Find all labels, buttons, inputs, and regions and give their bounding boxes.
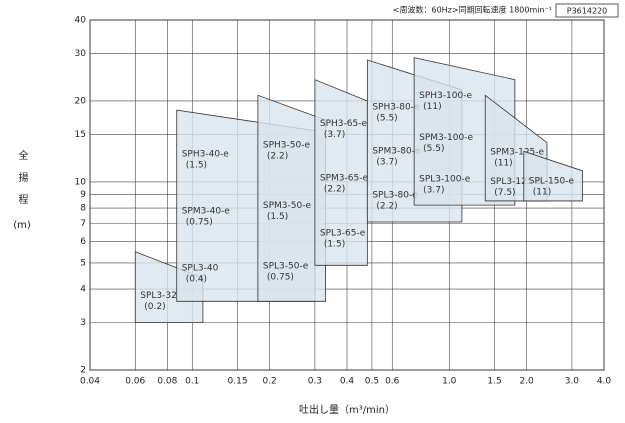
y-tick-label: 7 [80, 219, 86, 229]
region-power: (11) [494, 159, 512, 169]
region-name: SPM3-80-e [372, 146, 421, 156]
region-name: SPH3-100-e [419, 91, 472, 101]
region-name: SPM3-125-e [490, 148, 544, 158]
region-power: (5.5) [376, 113, 397, 123]
region-power: (0.75) [267, 273, 294, 283]
region-power: (1.5) [324, 239, 345, 249]
region-power: (0.2) [144, 302, 165, 312]
x-tick-label: 3.0 [565, 377, 580, 387]
x-tick-label: 0.3 [308, 377, 322, 387]
y-tick-label: 3 [80, 318, 86, 328]
x-tick-label: 1.5 [487, 377, 501, 387]
region-power: (3.7) [376, 157, 397, 167]
y-tick-label: 30 [75, 49, 87, 59]
region-power: (2.2) [324, 185, 345, 195]
region-power: (11) [423, 102, 441, 112]
x-axis-label: 吐出し量（m³/min） [299, 403, 395, 416]
y-tick-label: 9 [80, 190, 86, 200]
x-tick-label: 0.1 [185, 377, 199, 387]
region-name: SPH3-50-e [263, 141, 311, 151]
y-axis-unit: (m) [13, 220, 31, 231]
code-box [555, 3, 619, 18]
region-name: SPL3-65-e [320, 228, 366, 238]
region-name: SPL3-100-e [419, 175, 471, 185]
y-tick-label: 15 [75, 130, 86, 140]
region-power: (0.4) [186, 274, 207, 284]
region-name: SPL3-32 [140, 291, 177, 301]
region-name: SPH3-40-e [182, 150, 230, 160]
x-tick-label: 1.0 [442, 377, 457, 387]
region-power: (7.5) [494, 188, 515, 198]
region-power: (2.2) [376, 201, 397, 211]
y-tick-label: 5 [80, 258, 86, 268]
region-power: (11) [533, 187, 551, 197]
region-name: SPM3-100-e [419, 133, 473, 143]
region-name: SPL3-80-e [372, 190, 418, 200]
y-axis-label: 全揚程 [16, 149, 28, 216]
region-name: SPH3-65-e [320, 119, 368, 129]
y-tick-label: 40 [75, 16, 87, 26]
region-name: SPL3-40 [182, 263, 219, 273]
region-power: (3.7) [324, 130, 345, 140]
x-tick-label: 0.6 [385, 377, 400, 387]
region-power: (1.5) [267, 212, 288, 222]
x-tick-label: 0.06 [125, 377, 145, 387]
x-tick-label: 2.0 [519, 377, 534, 387]
y-tick-label: 20 [75, 96, 87, 106]
region-power: (0.75) [186, 218, 213, 228]
chart-code: P3614220 [567, 7, 607, 16]
x-tick-label: 0.4 [340, 377, 355, 387]
y-tick-label: 4 [80, 285, 86, 295]
x-tick-label: 0.5 [365, 377, 379, 387]
y-tick-label: 10 [75, 177, 87, 187]
y-tick-label: 8 [80, 204, 86, 214]
region-power: (3.7) [423, 186, 444, 196]
region-name: SPM3-40-e [182, 207, 231, 217]
region [523, 150, 583, 202]
y-tick-label: 2 [80, 366, 86, 376]
y-tick-label: 6 [80, 237, 86, 247]
x-tick-label: 4.0 [597, 377, 612, 387]
region-power: (2.2) [267, 152, 288, 162]
region-name: SPM3-50-e [263, 201, 312, 211]
region-name: SPM3-65-e [320, 174, 369, 184]
region-name: SPL3-50-e [263, 262, 309, 272]
chart-note: <周波数：60Hz>同期回転速度 1800min⁻¹ [393, 5, 552, 15]
x-tick-label: 0.15 [228, 377, 248, 387]
x-tick-label: 0.2 [262, 377, 276, 387]
x-tick-label: 0.08 [157, 377, 177, 387]
x-tick-label: 0.04 [80, 377, 100, 387]
region-power: (5.5) [423, 144, 444, 154]
region-name: SPH3-80-e [372, 102, 420, 112]
region-name: SPL-150-e [529, 176, 575, 186]
region-power: (1.5) [186, 161, 207, 171]
region-name: SPL3-125-e [490, 177, 542, 187]
